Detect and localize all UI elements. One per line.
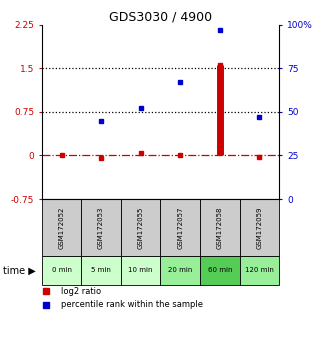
Text: GSM172052: GSM172052 bbox=[58, 206, 65, 249]
Text: 10 min: 10 min bbox=[128, 267, 153, 273]
Text: GSM172057: GSM172057 bbox=[177, 206, 183, 249]
Bar bbox=[240, 199, 279, 256]
Text: 0 min: 0 min bbox=[52, 267, 72, 273]
Bar bbox=[121, 256, 160, 285]
Bar bbox=[200, 199, 240, 256]
Text: log2 ratio: log2 ratio bbox=[61, 287, 101, 296]
Text: 20 min: 20 min bbox=[168, 267, 193, 273]
Text: percentile rank within the sample: percentile rank within the sample bbox=[61, 300, 203, 309]
Text: 60 min: 60 min bbox=[208, 267, 232, 273]
Title: GDS3030 / 4900: GDS3030 / 4900 bbox=[109, 11, 212, 24]
Bar bbox=[160, 199, 200, 256]
Text: GSM172053: GSM172053 bbox=[98, 206, 104, 249]
Text: 120 min: 120 min bbox=[245, 267, 274, 273]
Bar bbox=[42, 256, 81, 285]
Bar bbox=[42, 199, 81, 256]
Text: GSM172059: GSM172059 bbox=[256, 206, 263, 249]
Text: GSM172055: GSM172055 bbox=[138, 206, 144, 249]
Bar bbox=[81, 256, 121, 285]
Bar bbox=[200, 256, 240, 285]
Bar bbox=[240, 256, 279, 285]
Bar bbox=[121, 199, 160, 256]
Text: GSM172058: GSM172058 bbox=[217, 206, 223, 249]
Bar bbox=[81, 199, 121, 256]
Text: time ▶: time ▶ bbox=[3, 266, 36, 275]
Bar bbox=[160, 256, 200, 285]
Text: 5 min: 5 min bbox=[91, 267, 111, 273]
